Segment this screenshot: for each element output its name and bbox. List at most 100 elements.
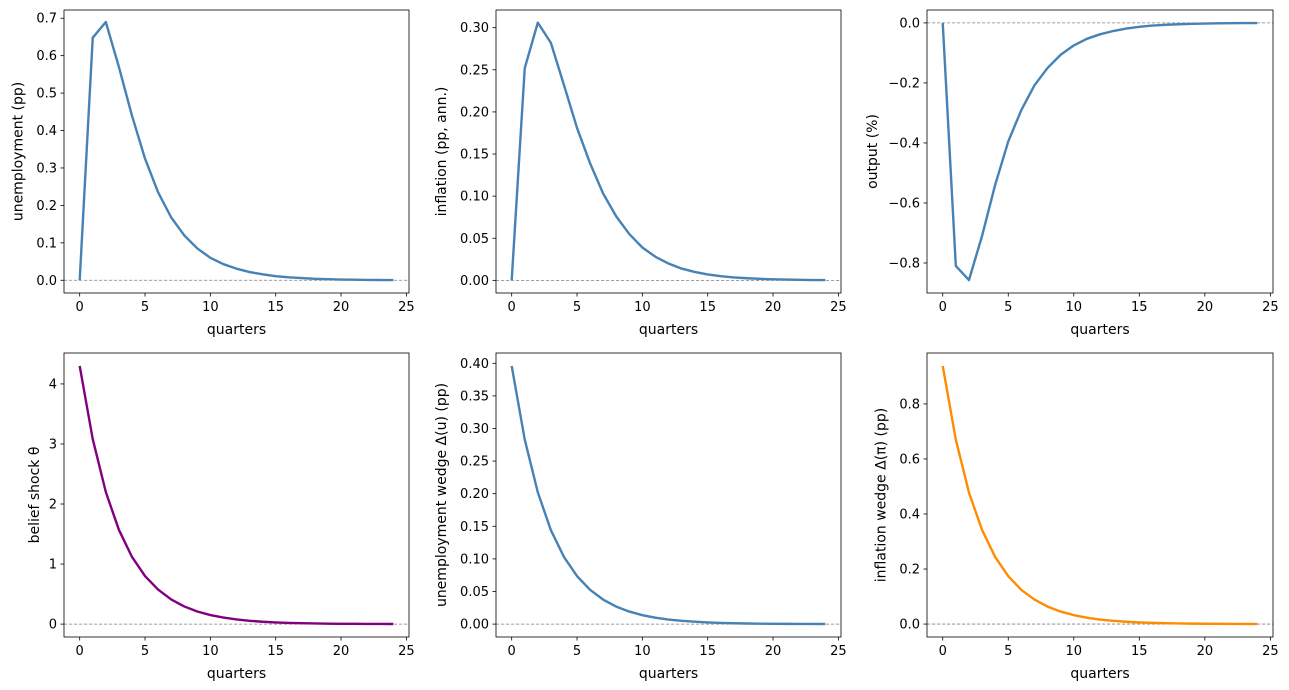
x-tick-label: 15 [1131,644,1148,659]
y-tick-label: 0.5 [36,87,57,102]
x-tick-label: 0 [939,644,947,659]
plot-frame [63,352,410,638]
y-tick-label: 0.30 [460,21,489,36]
y-tick-label: 0.0 [899,16,920,31]
plot-frame [926,9,1274,294]
y-tick-label: 0.0 [36,274,57,289]
subplot-6: 0 5 10 15 20 25 0.0 0.2 0.4 0.6 0.8 quarters inflati… [873,352,1279,682]
y-tick-label: −0.2 [888,76,920,91]
x-tick-label: 15 [699,644,716,659]
x-tick-label: 25 [1262,300,1279,315]
x-tick-label: 5 [573,644,581,659]
x-tick-label: 20 [1197,644,1214,659]
y-tick-label: 0.25 [460,63,489,78]
x-tick-label: 10 [1066,644,1083,659]
y-tick-label: 0.35 [460,389,489,404]
x-axis-label: quarters [207,322,266,338]
plot-frame [926,352,1274,638]
y-tick-label: 0.05 [460,585,489,600]
x-tick-label: 5 [1004,644,1012,659]
y-tick-label: 0.3 [36,161,57,176]
y-tick-label: 0.6 [36,49,57,64]
y-tick-label: 0 [49,618,57,633]
plot-frame [63,9,410,294]
y-tick-label: 0.15 [460,148,489,163]
y-tick-label: 0.40 [460,357,489,372]
subplot-2: 0 5 10 15 20 25 0.00 0.05 0.10 0.15 0.20 0.25 0.30 qu… [434,9,847,338]
subplot-3: 0 5 10 15 20 25 −0.8 −0.6 −0.4 −0.2 0.0 quarters out… [865,9,1279,338]
x-tick-label: 5 [141,644,149,659]
series-line-1 [941,365,1258,626]
x-tick-label: 15 [699,300,716,315]
series-line-1 [510,21,826,282]
y-tick-label: 4 [49,377,57,392]
series-line-1 [941,21,1258,282]
x-tick-label: 10 [1066,300,1083,315]
subplot-1: 0 5 10 15 20 25 0.0 0.1 0.2 0.3 0.4 0.5 0.6 0.7 quarte… [10,9,415,338]
y-tick-label: −0.6 [888,196,920,211]
x-axis-label: quarters [639,666,698,682]
y-tick-label: 3 [49,437,57,452]
y-tick-label: 0.10 [460,552,489,567]
y-axis-label: unemployment (pp) [10,82,26,221]
x-axis-label: quarters [207,666,266,682]
y-axis-label: output (%) [865,114,881,189]
x-tick-label: 25 [398,644,415,659]
x-axis-label: quarters [1070,322,1129,338]
x-tick-label: 20 [765,300,782,315]
x-tick-label: 25 [398,300,415,315]
x-tick-label: 25 [830,644,847,659]
y-tick-label: 0.10 [460,190,489,205]
series-line-1 [78,20,394,282]
x-tick-label: 0 [508,644,516,659]
y-tick-label: 0.20 [460,105,489,120]
x-tick-label: 10 [634,644,651,659]
x-tick-label: 5 [141,300,149,315]
series-line-1 [78,365,394,626]
x-tick-label: 20 [1197,300,1214,315]
y-tick-label: 0.05 [460,232,489,247]
y-tick-label: 0.20 [460,487,489,502]
y-tick-label: 0.0 [899,618,920,633]
y-tick-label: −0.4 [888,136,920,151]
y-tick-label: −0.8 [888,256,920,271]
x-tick-label: 10 [202,300,219,315]
y-tick-label: 1 [49,558,57,573]
y-tick-label: 0.1 [36,236,57,251]
y-tick-label: 0.8 [899,397,920,412]
x-axis-label: quarters [639,322,698,338]
y-tick-label: 0.7 [36,12,57,27]
x-tick-label: 5 [573,300,581,315]
x-tick-label: 0 [76,300,84,315]
x-tick-label: 0 [939,300,947,315]
series-line-1 [510,365,826,626]
x-tick-label: 15 [1131,300,1148,315]
subplot-5: 0 5 10 15 20 25 0.00 0.05 0.10 0.15 0.20 0.25 0.30 0.… [434,352,847,682]
x-tick-label: 10 [634,300,651,315]
y-tick-label: 0.4 [899,507,920,522]
y-tick-label: 2 [49,498,57,513]
x-tick-label: 25 [1262,644,1279,659]
x-tick-label: 15 [267,644,284,659]
x-tick-label: 20 [765,644,782,659]
y-tick-label: 0.15 [460,520,489,535]
y-tick-label: 0.4 [36,124,57,139]
y-axis-label: belief shock θ [27,447,43,544]
x-tick-label: 20 [333,644,350,659]
y-axis-label: inflation (pp, ann.) [434,87,450,217]
y-tick-label: 0.30 [460,422,489,437]
y-tick-label: 0.00 [460,274,489,289]
y-axis-label: unemployment wedge Δ(u) (pp) [434,383,450,607]
y-tick-label: 0.00 [460,618,489,633]
y-tick-label: 0.6 [899,452,920,467]
x-tick-label: 0 [76,644,84,659]
x-tick-label: 5 [1004,300,1012,315]
y-tick-label: 0.2 [899,563,920,578]
x-tick-label: 10 [202,644,219,659]
y-tick-label: 0.25 [460,455,489,470]
plot-frame [495,9,842,294]
x-tick-label: 15 [267,300,284,315]
y-axis-label: inflation wedge Δ(π) (pp) [873,408,889,582]
x-tick-label: 0 [508,300,516,315]
